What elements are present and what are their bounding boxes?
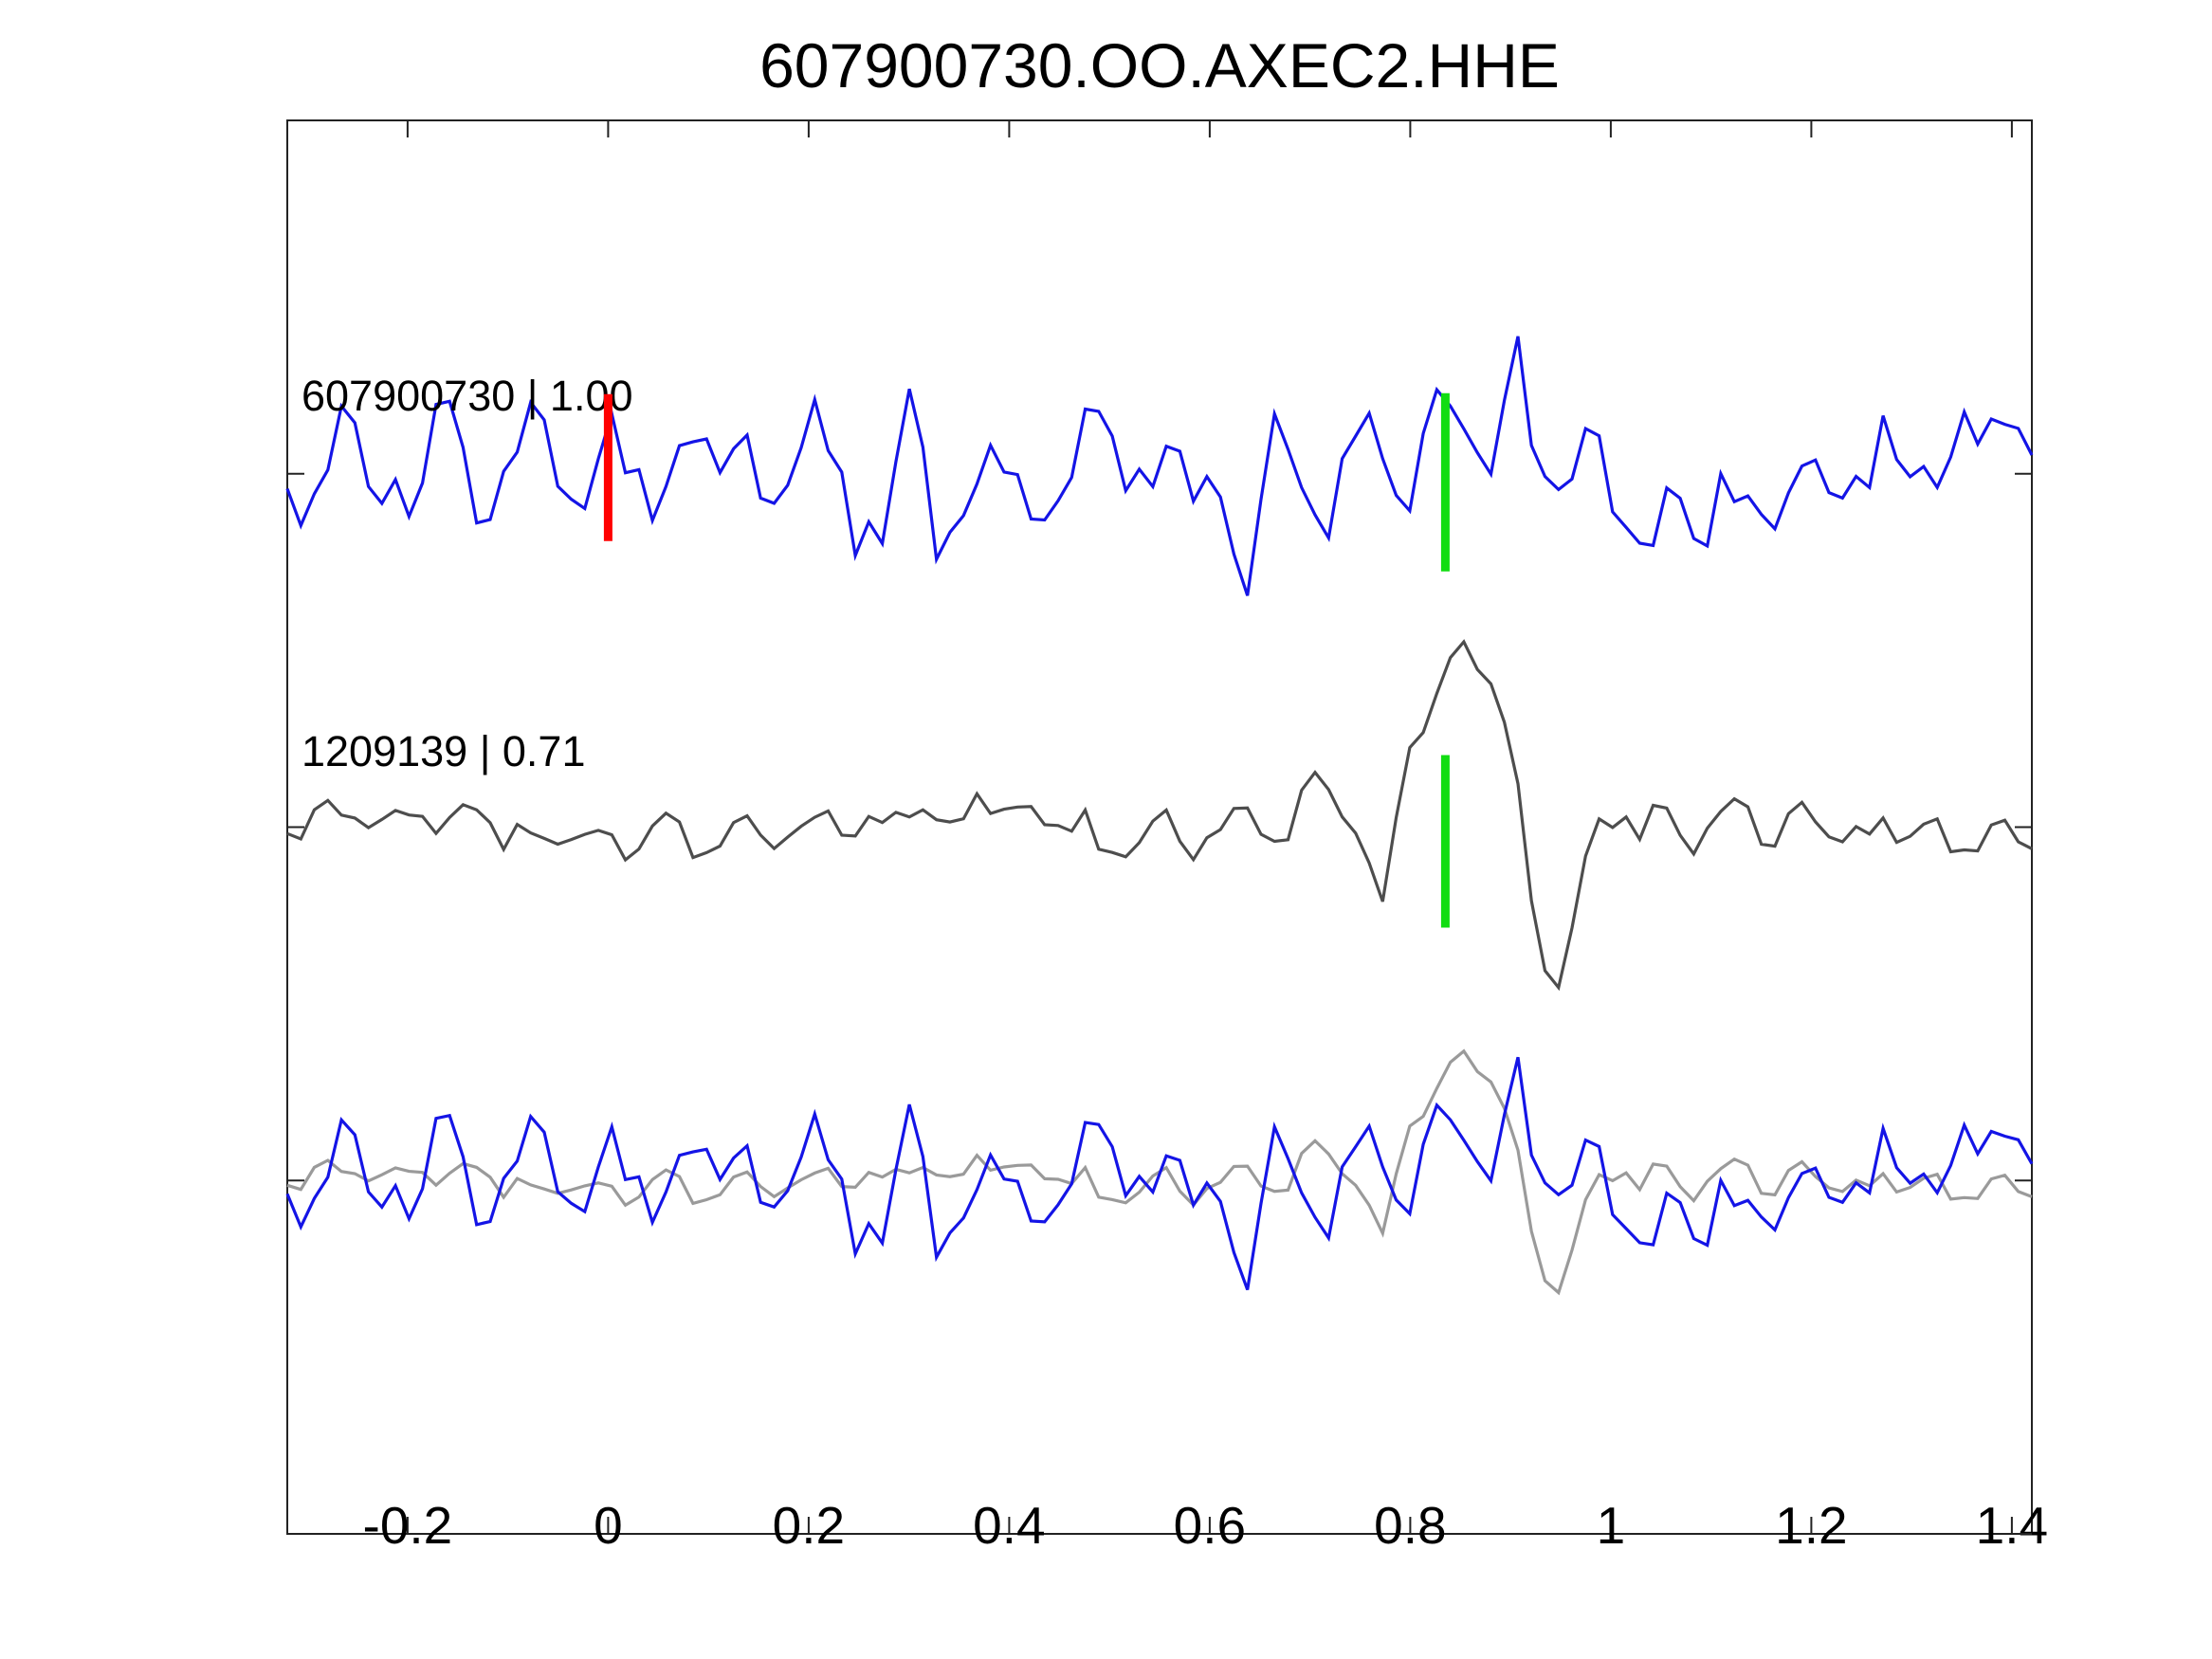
svg-text:607900730 | 1.00: 607900730 | 1.00 xyxy=(302,372,633,420)
svg-text:0.6: 0.6 xyxy=(1174,1496,1246,1555)
svg-text:0: 0 xyxy=(594,1496,623,1555)
svg-text:1.4: 1.4 xyxy=(1976,1496,2048,1555)
svg-text:607900730.OO.AXEC2.HHE: 607900730.OO.AXEC2.HHE xyxy=(759,30,1560,100)
svg-text:0.4: 0.4 xyxy=(973,1496,1045,1555)
svg-text:0.8: 0.8 xyxy=(1374,1496,1446,1555)
svg-text:-0.2: -0.2 xyxy=(363,1496,453,1555)
svg-text:1.2: 1.2 xyxy=(1775,1496,1847,1555)
svg-text:0.2: 0.2 xyxy=(773,1496,845,1555)
svg-text:1: 1 xyxy=(1597,1496,1626,1555)
svg-text:1209139 | 0.71: 1209139 | 0.71 xyxy=(302,727,585,775)
